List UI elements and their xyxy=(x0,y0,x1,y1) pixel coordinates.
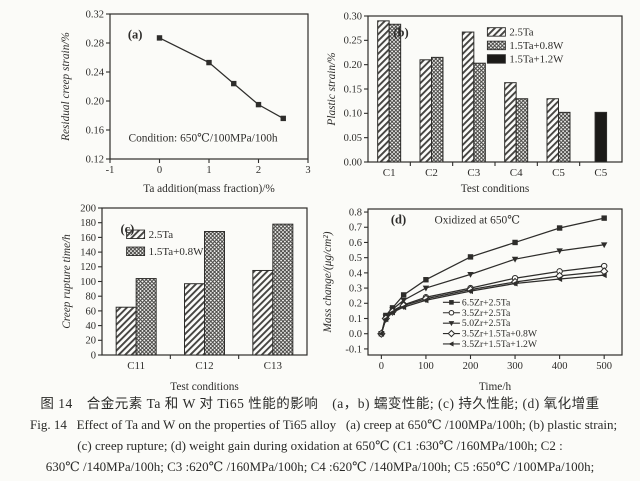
svg-text:Test conditions: Test conditions xyxy=(461,183,530,195)
svg-text:0.20: 0.20 xyxy=(86,96,104,107)
svg-text:Mass change/(μg/cm²): Mass change/(μg/cm²) xyxy=(322,231,334,333)
svg-text:C4: C4 xyxy=(510,167,523,179)
svg-text:0.24: 0.24 xyxy=(86,67,105,78)
svg-text:500: 500 xyxy=(596,361,612,372)
svg-text:3.5Zr+1.5Ta+0.8W: 3.5Zr+1.5Ta+0.8W xyxy=(462,329,538,340)
svg-text:C2: C2 xyxy=(425,167,438,179)
svg-text:0.8: 0.8 xyxy=(349,207,362,218)
svg-text:0.3: 0.3 xyxy=(349,283,362,294)
svg-text:0: 0 xyxy=(379,361,384,372)
svg-text:20: 20 xyxy=(86,336,97,347)
svg-text:0.6: 0.6 xyxy=(349,238,362,249)
svg-text:0.20: 0.20 xyxy=(344,60,362,71)
svg-text:C12: C12 xyxy=(195,360,213,372)
svg-text:1.5Ta+1.2W: 1.5Ta+1.2W xyxy=(509,54,564,66)
svg-text:Oxidized at 650℃: Oxidized at 650℃ xyxy=(434,215,520,227)
svg-text:80: 80 xyxy=(86,292,97,303)
svg-text:(c): (c) xyxy=(120,222,134,236)
svg-text:0.32: 0.32 xyxy=(86,9,104,20)
svg-text:Plastic strain/%: Plastic strain/% xyxy=(326,52,338,126)
svg-text:140: 140 xyxy=(80,248,96,259)
svg-text:0.7: 0.7 xyxy=(349,223,362,234)
svg-text:6.5Zr+2.5Ta: 6.5Zr+2.5Ta xyxy=(462,297,511,308)
svg-text:1: 1 xyxy=(206,165,211,176)
svg-text:(d): (d) xyxy=(391,213,406,227)
svg-text:0.16: 0.16 xyxy=(86,125,104,136)
svg-text:3.5Zr+2.5Ta: 3.5Zr+2.5Ta xyxy=(462,308,511,319)
chart-c-creep-rupture-time: 0 20 40 60 80 100 120 140 160 180 200 Creep rupture… xyxy=(61,203,308,393)
svg-text:-0.1: -0.1 xyxy=(345,344,362,355)
svg-text:40: 40 xyxy=(86,321,97,332)
svg-text:C5: C5 xyxy=(594,167,607,179)
caption-english-line2: (c) creep rupture; (d) weight gain durin… xyxy=(77,438,563,453)
svg-text:1.5Ta+0.8W: 1.5Ta+0.8W xyxy=(149,246,205,258)
caption-english-line3: 630℃ /140MPa/100h; C3 :620℃ /160MPa/100h… xyxy=(45,459,595,474)
svg-text:0.00: 0.00 xyxy=(344,157,362,168)
svg-text:0.0: 0.0 xyxy=(349,329,362,340)
svg-text:100: 100 xyxy=(80,277,96,288)
svg-text:(b): (b) xyxy=(393,25,408,39)
svg-text:C1: C1 xyxy=(383,167,396,179)
svg-text:300: 300 xyxy=(507,361,523,372)
svg-text:0.05: 0.05 xyxy=(344,133,362,144)
chart-d-mass-change: -0.1 0.0 0.1 0.2 0.3 0.4 0.5 0.6 0.7 0.8 Mass chan… xyxy=(322,207,623,393)
caption-english-line1: Fig. 14 Effect of Ta and W on the proper… xyxy=(30,417,618,432)
svg-text:0.28: 0.28 xyxy=(86,38,104,49)
svg-text:120: 120 xyxy=(80,262,96,273)
svg-text:0.2: 0.2 xyxy=(349,299,362,310)
svg-text:0.4: 0.4 xyxy=(349,268,363,279)
svg-text:160: 160 xyxy=(80,233,96,244)
svg-text:5.0Zr+2.5Ta: 5.0Zr+2.5Ta xyxy=(462,318,511,329)
svg-text:C3: C3 xyxy=(467,167,480,179)
svg-text:Time/h: Time/h xyxy=(479,381,512,393)
svg-text:3.5Zr+1.5Ta+1.2W: 3.5Zr+1.5Ta+1.2W xyxy=(462,339,538,350)
svg-text:(a): (a) xyxy=(128,28,143,42)
svg-text:-1: -1 xyxy=(106,165,115,176)
caption-chinese: 图 14 合金元素 Ta 和 W 对 Ti65 性能的影响 (a，b) 蠕变性能… xyxy=(40,396,600,411)
svg-text:0: 0 xyxy=(91,350,96,361)
chart-a-residual-creep-strain: 0.12 0.16 0.20 0.24 0.28 0.32 Residual creep s… xyxy=(60,9,311,195)
svg-text:0.15: 0.15 xyxy=(344,84,362,95)
figure-caption: 图 14 合金元素 Ta 和 W 对 Ti65 性能的影响 (a，b) 蠕变性能… xyxy=(0,394,640,477)
svg-text:200: 200 xyxy=(80,203,96,214)
svg-text:0.10: 0.10 xyxy=(344,109,362,120)
svg-text:200: 200 xyxy=(463,361,479,372)
svg-text:100: 100 xyxy=(418,361,434,372)
svg-text:Residual creep strain/%: Residual creep strain/% xyxy=(60,32,72,142)
svg-text:2.5Ta: 2.5Ta xyxy=(149,229,174,241)
svg-text:Ta addition(mass fraction)/%: Ta addition(mass fraction)/% xyxy=(143,183,275,195)
svg-text:C5: C5 xyxy=(552,167,565,179)
svg-text:0.30: 0.30 xyxy=(344,11,362,22)
svg-text:0.1: 0.1 xyxy=(349,314,362,325)
svg-text:60: 60 xyxy=(86,306,97,317)
svg-text:0: 0 xyxy=(157,165,162,176)
svg-text:3: 3 xyxy=(305,165,310,176)
svg-text:Test conditions: Test conditions xyxy=(170,381,239,393)
svg-text:C11: C11 xyxy=(127,360,145,372)
svg-text:C13: C13 xyxy=(264,360,283,372)
svg-text:0.12: 0.12 xyxy=(86,154,104,165)
svg-text:2: 2 xyxy=(256,165,261,176)
svg-text:1.5Ta+0.8W: 1.5Ta+0.8W xyxy=(509,40,564,52)
svg-text:180: 180 xyxy=(80,218,96,229)
svg-text:2.5Ta: 2.5Ta xyxy=(509,27,533,39)
svg-text:Condition: 650℃/100MPa/100h: Condition: 650℃/100MPa/100h xyxy=(128,133,277,145)
chart-b-plastic-strain: 0.00 0.05 0.10 0.15 0.20 0.25 0.30 Plastic stra… xyxy=(326,11,623,195)
svg-text:400: 400 xyxy=(552,361,568,372)
svg-text:Creep rupture time/h: Creep rupture time/h xyxy=(61,234,73,329)
svg-text:0.5: 0.5 xyxy=(349,253,362,264)
svg-text:0.25: 0.25 xyxy=(344,36,362,47)
